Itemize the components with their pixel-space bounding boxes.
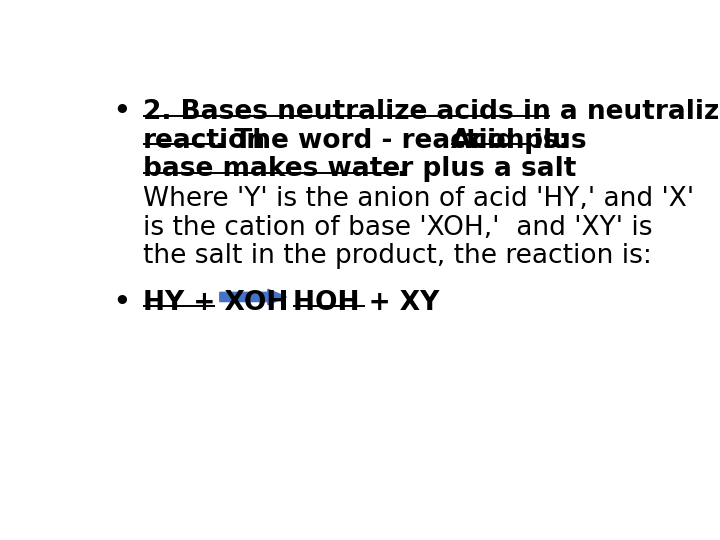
Text: base makes water plus a salt: base makes water plus a salt: [143, 157, 576, 183]
Text: 2. Bases neutralize acids in a neutralization: 2. Bases neutralize acids in a neutraliz…: [143, 99, 720, 125]
Text: •: •: [113, 99, 130, 125]
Text: HOH + XY: HOH + XY: [292, 289, 439, 316]
Text: Where 'Y' is the anion of acid 'HY,' and 'X': Where 'Y' is the anion of acid 'HY,' and…: [143, 186, 694, 212]
Text: the salt in the product, the reaction is:: the salt in the product, the reaction is…: [143, 244, 652, 269]
Text: is the cation of base 'XOH,'  and 'XY' is: is the cation of base 'XOH,' and 'XY' is: [143, 215, 652, 241]
Text: . The word - reaction is:: . The word - reaction is:: [215, 128, 578, 154]
Text: Acid plus: Acid plus: [451, 128, 586, 154]
Text: .: .: [396, 157, 406, 183]
Text: •: •: [113, 289, 130, 316]
Text: reaction: reaction: [143, 128, 266, 154]
FancyArrow shape: [220, 289, 287, 305]
Text: HY + XOH: HY + XOH: [143, 289, 288, 316]
